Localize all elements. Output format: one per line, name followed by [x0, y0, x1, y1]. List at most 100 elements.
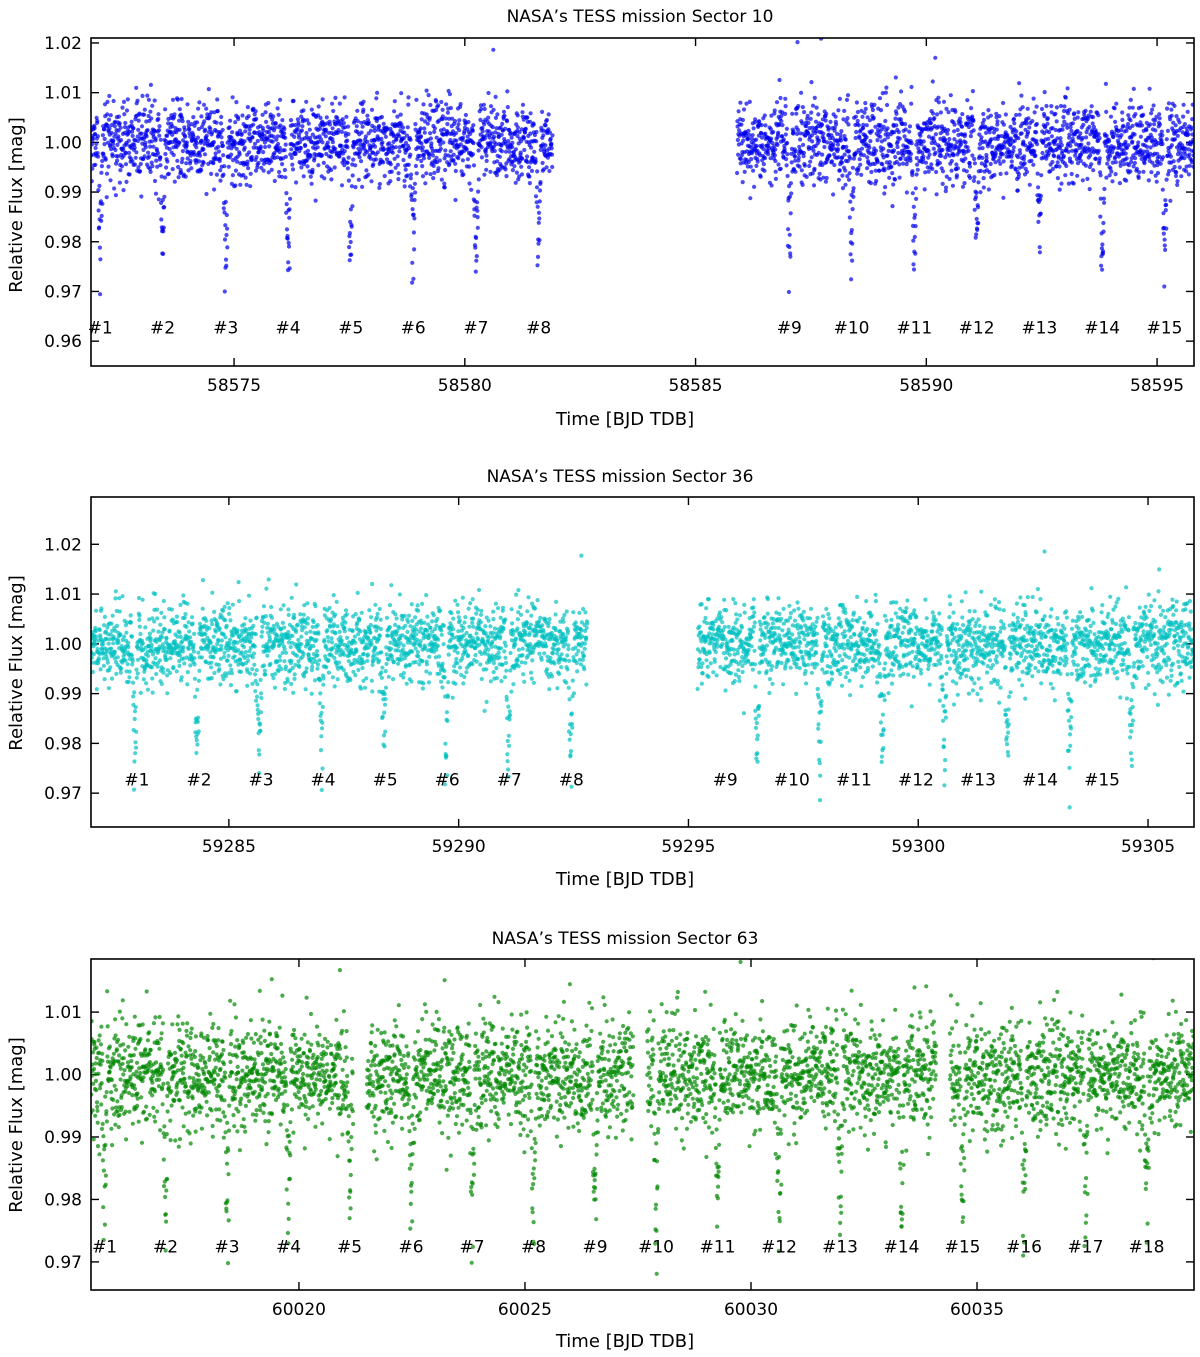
data-point	[256, 748, 261, 753]
data-point	[896, 105, 901, 110]
data-point	[374, 96, 379, 101]
data-point	[95, 118, 100, 124]
data-point	[949, 168, 954, 173]
x-tick-label: 58585	[669, 376, 723, 396]
data-point	[387, 141, 392, 146]
data-point	[225, 226, 230, 231]
data-point	[1123, 151, 1128, 156]
data-point	[863, 106, 868, 111]
data-point	[242, 145, 247, 150]
data-point	[386, 657, 391, 662]
data-point	[150, 616, 155, 621]
data-point	[159, 174, 164, 179]
data-point	[1009, 154, 1014, 159]
data-point	[848, 199, 853, 204]
data-point	[509, 135, 514, 140]
data-point	[1035, 142, 1040, 147]
data-point	[1027, 125, 1032, 130]
data-point	[310, 624, 315, 630]
data-point	[219, 643, 224, 648]
data-point	[406, 146, 412, 151]
data-point	[217, 156, 222, 161]
data-point	[110, 154, 115, 159]
data-point	[1166, 172, 1171, 177]
data-point	[382, 710, 387, 715]
data-point	[268, 661, 273, 666]
data-point	[263, 144, 268, 150]
data-point	[817, 171, 822, 176]
data-point	[947, 176, 952, 182]
data-point	[290, 633, 295, 639]
data-point	[277, 149, 282, 154]
data-point	[136, 118, 141, 123]
data-point	[301, 651, 306, 657]
data-point	[869, 169, 874, 175]
data-point	[914, 172, 919, 177]
data-point	[271, 134, 276, 139]
data-point	[315, 662, 321, 667]
data-point	[286, 240, 291, 245]
data-point	[422, 119, 428, 124]
data-point	[365, 139, 370, 144]
data-point	[304, 666, 309, 671]
data-point	[112, 186, 117, 191]
data-point	[105, 112, 110, 117]
data-point	[453, 161, 458, 166]
data-point	[142, 107, 147, 112]
data-point	[482, 136, 487, 141]
data-point	[1153, 128, 1158, 133]
data-point	[844, 97, 850, 102]
data-point	[270, 139, 275, 144]
data-point	[102, 136, 107, 142]
data-point	[891, 148, 897, 153]
data-point	[334, 599, 339, 604]
data-point	[111, 141, 116, 147]
data-point	[346, 644, 351, 649]
data-point	[821, 131, 826, 136]
data-point	[232, 140, 237, 145]
data-point	[373, 646, 378, 651]
data-point	[1157, 112, 1162, 117]
data-point	[115, 158, 120, 163]
data-point	[287, 215, 292, 220]
data-point	[159, 681, 164, 687]
data-point	[1038, 197, 1043, 202]
data-point	[161, 251, 166, 256]
data-point	[142, 154, 147, 159]
data-point	[549, 152, 555, 157]
data-point	[783, 132, 788, 137]
data-point	[1118, 163, 1123, 168]
data-point	[345, 160, 350, 165]
data-points	[91, 549, 1194, 810]
data-point	[391, 677, 396, 682]
data-point	[983, 164, 988, 169]
data-point	[1037, 250, 1042, 255]
data-point	[285, 679, 290, 684]
data-point	[117, 180, 122, 185]
data-point	[909, 101, 914, 106]
data-point	[448, 149, 453, 154]
data-point	[1034, 104, 1039, 109]
data-point	[280, 162, 285, 167]
data-point	[903, 122, 908, 127]
data-point	[1154, 179, 1159, 184]
data-point	[201, 102, 207, 107]
data-point	[305, 118, 310, 123]
data-point	[548, 136, 553, 141]
data-point	[239, 632, 244, 637]
data-point	[144, 134, 149, 139]
data-point	[851, 156, 857, 161]
panel-sector-10: NASA’s TESS mission Sector 10 58575 58580…	[6, 7, 1195, 430]
data-point	[1060, 123, 1066, 128]
data-point	[824, 175, 829, 181]
data-point	[132, 759, 137, 764]
data-point	[748, 164, 753, 169]
data-point	[525, 160, 530, 165]
data-point	[1101, 220, 1106, 226]
data-point	[913, 224, 918, 229]
data-point	[233, 168, 238, 173]
data-point	[408, 176, 413, 181]
data-point	[535, 204, 540, 209]
data-point	[251, 122, 256, 127]
data-point	[148, 636, 153, 641]
